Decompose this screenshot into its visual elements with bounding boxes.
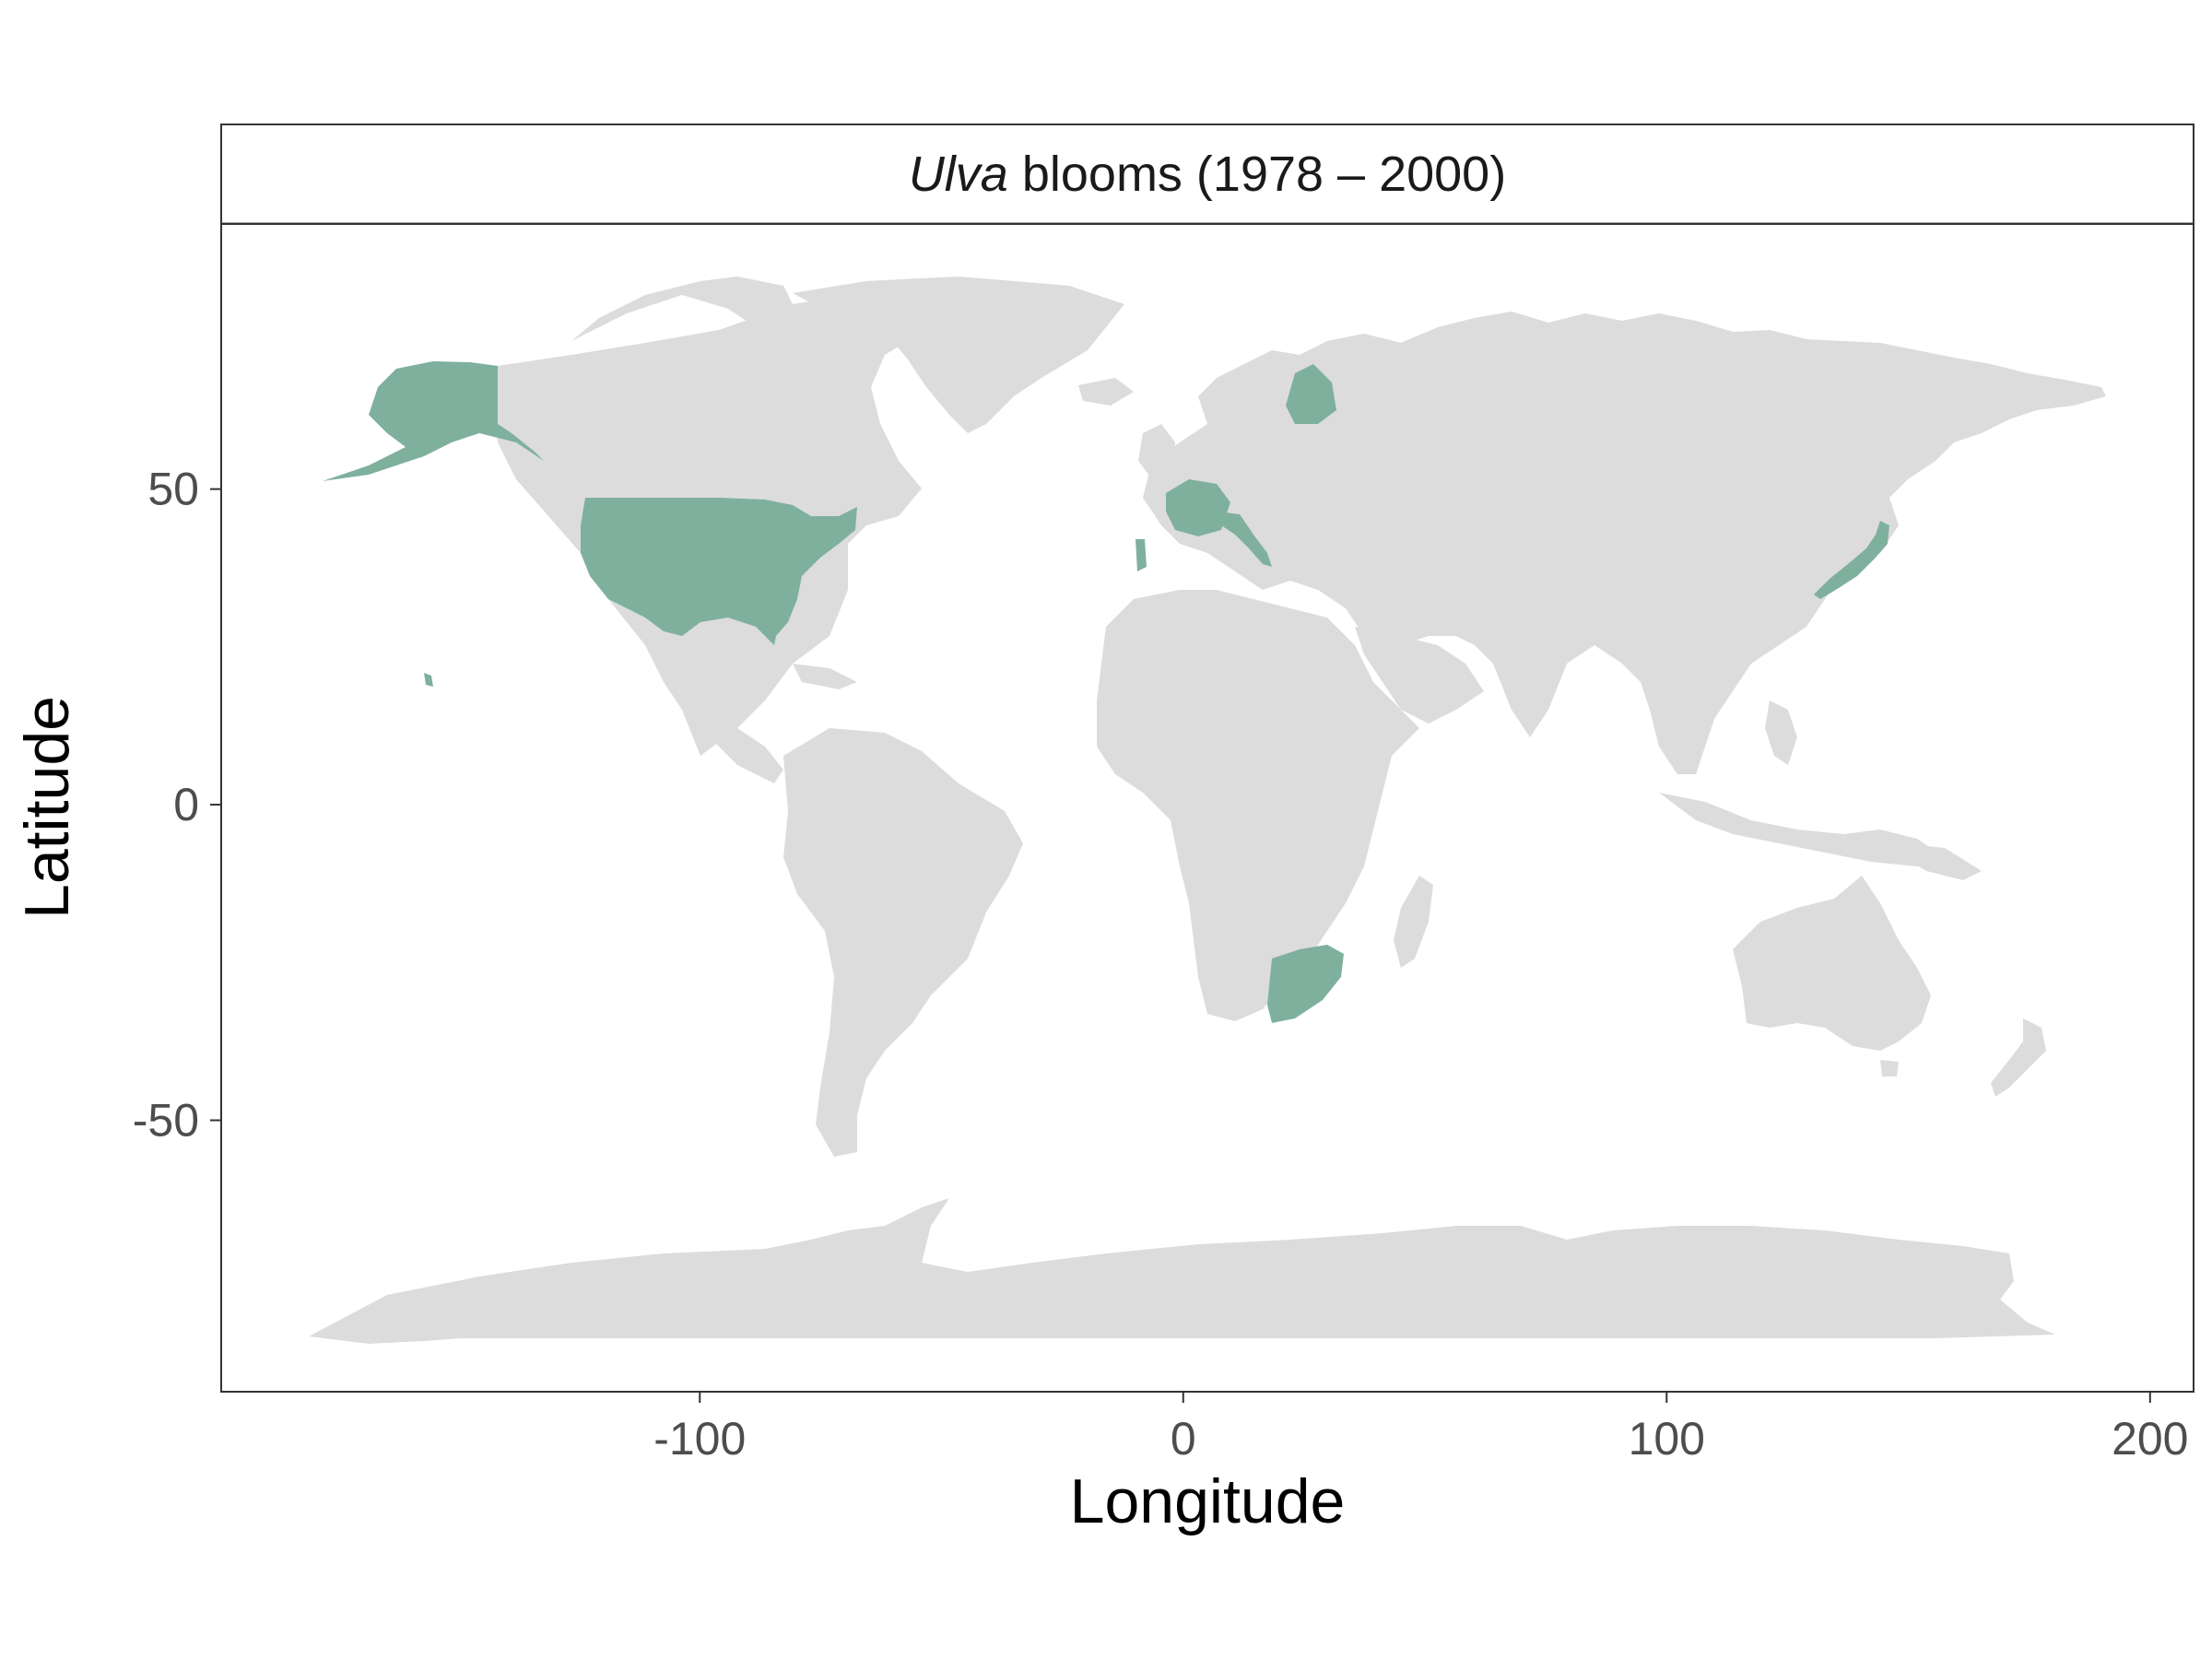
land-central-america xyxy=(645,645,783,783)
land-caribbean xyxy=(793,664,857,689)
x-tick-label: 200 xyxy=(2112,1413,2188,1465)
land-british-isles xyxy=(1138,424,1175,479)
region-japan xyxy=(1814,521,1889,599)
land-greenland xyxy=(793,276,1124,433)
land-arabia xyxy=(1355,627,1484,724)
y-tick-label: 0 xyxy=(173,779,199,830)
x-tick-label: 0 xyxy=(1171,1413,1196,1465)
y-axis: 50 0 -50 xyxy=(133,464,221,1147)
region-finland xyxy=(1286,364,1336,424)
land-new-guinea xyxy=(1899,843,1982,880)
region-italy xyxy=(1217,512,1272,567)
land-south-america xyxy=(783,728,1023,1157)
region-france xyxy=(1166,479,1230,536)
land-australia xyxy=(1733,876,1931,1051)
region-portugal xyxy=(1135,539,1147,571)
land-indonesia xyxy=(1659,793,1945,866)
land-africa xyxy=(1097,590,1419,1021)
x-axis: -100 0 100 200 xyxy=(653,1392,2189,1465)
land-tasmania xyxy=(1880,1060,1899,1077)
land-philippines xyxy=(1765,700,1797,765)
region-usa xyxy=(581,498,857,645)
land-arctic-islands xyxy=(571,276,793,341)
land-antarctica xyxy=(309,1198,2055,1344)
strip-box xyxy=(220,124,2194,225)
land-new-zealand xyxy=(1991,1018,2046,1097)
region-south-africa xyxy=(1267,945,1344,1023)
land-madagascar xyxy=(1394,876,1433,968)
region-alaska xyxy=(323,361,553,481)
x-tick-label: 100 xyxy=(1629,1413,1705,1465)
world-map xyxy=(309,276,2106,1344)
y-tick-label: -50 xyxy=(133,1095,199,1147)
x-axis-title: Longitude xyxy=(1070,1466,1346,1536)
strip-title: Ulva blooms (1978 – 2000) xyxy=(909,147,1506,202)
x-tick-label: -100 xyxy=(653,1413,746,1465)
region-hawaii xyxy=(424,673,433,687)
land-iceland xyxy=(1078,378,1134,406)
y-tick-label: 50 xyxy=(147,464,199,515)
y-axis-title: Latitude xyxy=(12,696,82,919)
